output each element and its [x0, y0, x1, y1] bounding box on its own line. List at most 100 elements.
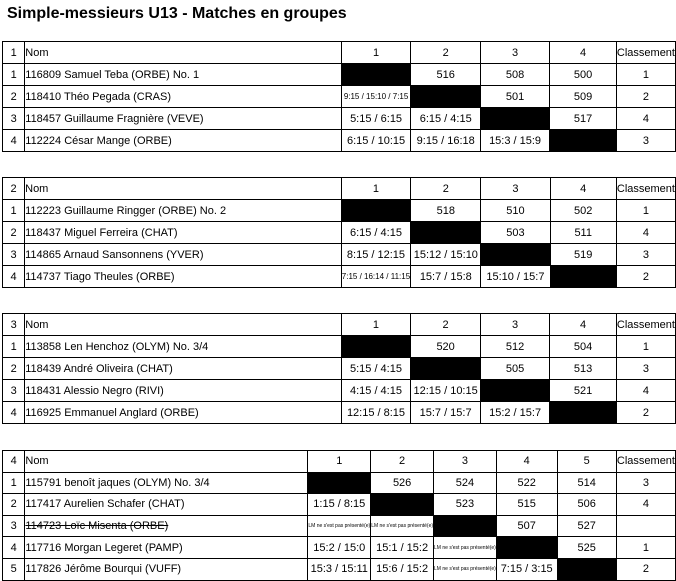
- row-position: 1: [1, 199, 26, 222]
- opponent-column-header: 4: [549, 41, 617, 64]
- classement-cell: 4: [615, 379, 676, 402]
- classement-cell: 4: [615, 221, 676, 244]
- diagonal-black-cell: [340, 199, 412, 222]
- score-cell: 519: [549, 243, 617, 266]
- group-number: 4: [1, 450, 26, 473]
- classement-cell: 4: [615, 493, 676, 516]
- player-name-cell: 112224 César Mange (ORBE): [24, 129, 342, 152]
- group-number: 2: [1, 177, 26, 200]
- header-row: 4 Nom 1 2 3 4 5 Classement: [1, 450, 676, 473]
- score-cell: 9:15 / 15:10 / 7:15: [340, 85, 412, 108]
- diagonal-black-cell: [549, 129, 617, 152]
- score-cell: 15:1 / 15:2: [370, 536, 435, 559]
- diagonal-black-cell: [479, 379, 551, 402]
- row-position: 2: [1, 221, 26, 244]
- diagonal-black-cell: [370, 493, 435, 516]
- score-cell: 509: [549, 85, 617, 108]
- row-position: 3: [1, 107, 26, 130]
- score-cell: 508: [479, 63, 551, 86]
- score-cell: 503: [480, 221, 551, 244]
- player-name-cell: 118457 Guillaume Fragnière (VEVE): [24, 107, 342, 130]
- row-position: 4: [1, 401, 26, 424]
- score-cell: 15:2 / 15:0: [307, 536, 372, 559]
- score-cell: 15:10 / 15:7: [480, 265, 551, 288]
- score-cell: 15:12 / 15:10: [410, 243, 482, 266]
- group-table-4: 4 Nom 1 2 3 4 5 Classement 1 115791 benoît jaques…: [1, 450, 676, 581]
- classement-cell: 1: [615, 63, 676, 86]
- row-position: 2: [1, 357, 26, 380]
- score-cell: 520: [410, 335, 481, 358]
- score-cell: 4:15 / 4:15: [340, 379, 412, 402]
- diagonal-black-cell: [340, 335, 412, 358]
- opponent-column-header: 1: [340, 313, 412, 336]
- row-position: 3: [1, 379, 26, 402]
- classement-cell: 2: [615, 85, 676, 108]
- row-position: 4: [1, 265, 26, 288]
- player-name-cell: 114737 Tiago Theules (ORBE): [24, 265, 342, 288]
- score-cell: 522: [495, 471, 558, 495]
- opponent-column-header: 3: [479, 313, 551, 336]
- score-cell: 12:15 / 10:15: [410, 379, 481, 402]
- opponent-column-header: 2: [410, 313, 481, 336]
- header-row: 1 Nom 1 2 3 4 Classement: [1, 41, 676, 64]
- opponent-column-header: 4: [549, 313, 617, 336]
- score-cell: 12:15 / 8:15: [340, 401, 412, 424]
- classement-cell: 4: [615, 107, 676, 130]
- opponent-column-header: 3: [480, 177, 551, 200]
- score-cell: 5:15 / 4:15: [340, 357, 412, 380]
- player-row: 1 112223 Guillaume Ringger (ORBE) No. 2 51…: [1, 199, 676, 222]
- score-cell: 500: [549, 63, 617, 86]
- score-cell: 507: [495, 514, 558, 538]
- score-cell: 516: [410, 63, 481, 86]
- group-table-3: 3 Nom 1 2 3 4 Classement 1 113858 Len Henchoz (O…: [1, 313, 676, 424]
- header-row: 2 Nom 1 2 3 4 Classement: [1, 177, 676, 200]
- player-row: 4 116925 Emmanuel Anglard (ORBE) 12:15 / 8…: [1, 401, 676, 424]
- classement-column-header: Classement: [615, 313, 676, 336]
- walkover-cell: LM ne s'est pas présenté(e): [433, 536, 497, 559]
- row-position: 1: [1, 471, 26, 495]
- player-name-cell: 118410 Théo Pegada (CRAS): [24, 85, 342, 108]
- score-cell: 526: [370, 471, 435, 495]
- score-cell: 518: [410, 199, 482, 222]
- score-cell: 517: [549, 107, 617, 130]
- walkover-cell: LM ne s'est pas présenté(e): [307, 514, 372, 538]
- score-cell: 510: [480, 199, 551, 222]
- score-cell: 8:15 / 12:15: [340, 243, 412, 266]
- diagonal-black-cell: [549, 265, 617, 288]
- classement-cell: 3: [615, 471, 676, 495]
- score-cell: 501: [479, 85, 551, 108]
- row-position: 2: [1, 493, 26, 516]
- header-row: 3 Nom 1 2 3 4 Classement: [1, 313, 676, 336]
- score-cell: 6:15 / 4:15: [410, 107, 481, 130]
- classement-cell: 1: [615, 536, 676, 559]
- player-name-cell: 115791 benoît jaques (OLYM) No. 3/4: [24, 471, 309, 495]
- player-row: 2 118439 André Oliveira (CHAT) 5:15 / 4:15…: [1, 357, 676, 380]
- nom-column-header: Nom: [24, 313, 342, 336]
- player-name-cell: 116925 Emmanuel Anglard (ORBE): [24, 401, 342, 424]
- opponent-column-header: 2: [410, 41, 481, 64]
- player-name-cell: 117826 Jérôme Bourqui (VUFF): [24, 557, 309, 581]
- player-name-cell: 118431 Alessio Negro (RIVI): [24, 379, 342, 402]
- opponent-column-header: 4: [495, 450, 558, 473]
- score-cell: 9:15 / 16:18: [410, 129, 481, 152]
- diagonal-black-cell: [433, 514, 497, 538]
- score-cell: 502: [549, 199, 617, 222]
- opponent-column-header: 1: [340, 177, 412, 200]
- row-position: 4: [1, 536, 26, 559]
- player-name-cell: 117417 Aurelien Schafer (CHAT): [24, 493, 309, 516]
- score-cell: 512: [479, 335, 551, 358]
- score-cell: 525: [556, 536, 617, 559]
- player-name-cell: 117716 Morgan Legeret (PAMP): [24, 536, 309, 559]
- player-row: 3 114723 Loïc Misenta (ORBE) LM ne s'est …: [1, 514, 676, 538]
- row-position: 2: [1, 85, 26, 108]
- opponent-column-header: 1: [340, 41, 412, 64]
- classement-column-header: Classement: [615, 450, 676, 473]
- score-cell: 513: [549, 357, 617, 380]
- nom-column-header: Nom: [24, 41, 342, 64]
- score-cell: 506: [556, 493, 617, 516]
- player-row: 2 118410 Théo Pegada (CRAS) 9:15 / 15:10 /…: [1, 85, 676, 108]
- player-row: 5 117826 Jérôme Bourqui (VUFF) 15:3 / 15:1…: [1, 557, 676, 581]
- score-cell: 6:15 / 10:15: [340, 129, 412, 152]
- diagonal-black-cell: [410, 85, 481, 108]
- group-table-2: 2 Nom 1 2 3 4 Classement 1 112223 Guillaume Ring…: [1, 177, 676, 288]
